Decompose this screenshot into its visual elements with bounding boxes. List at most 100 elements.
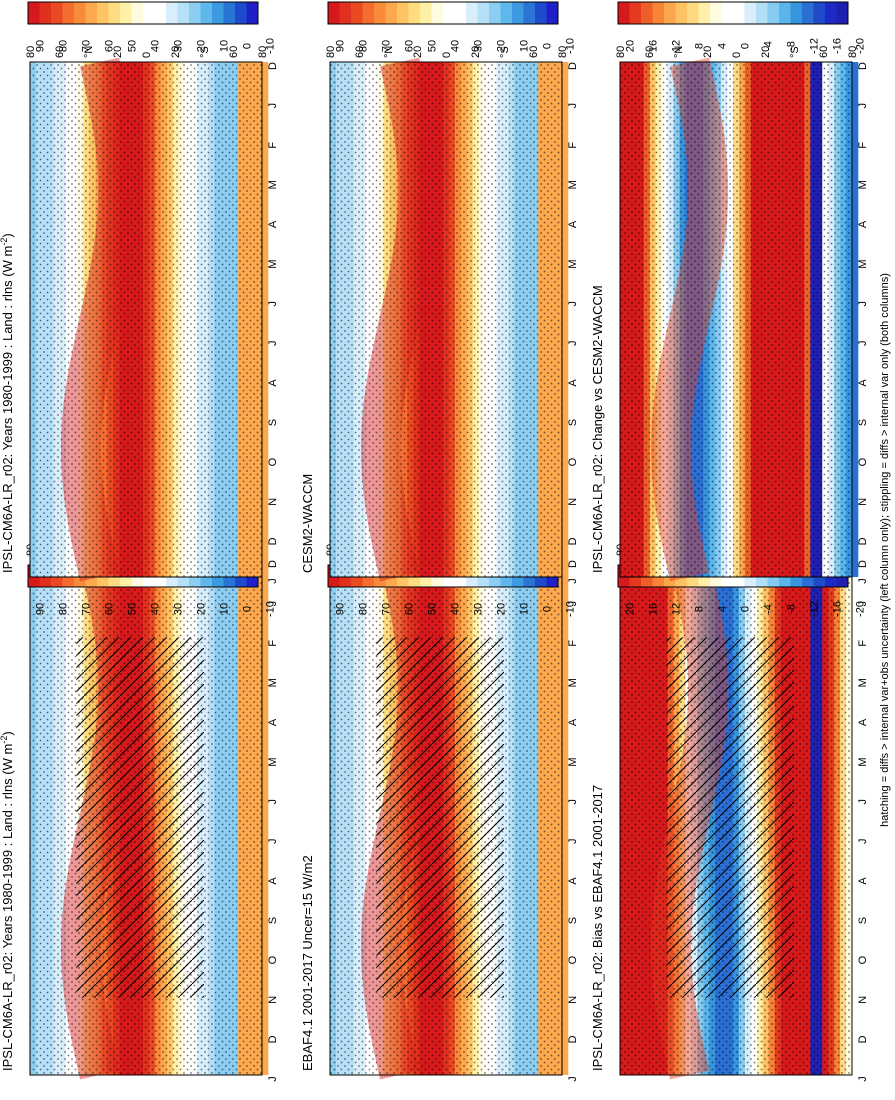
colorbar-frame (27, 1, 259, 25)
colorbar-cell (431, 2, 444, 24)
colorbar-cell (443, 2, 455, 24)
colorbar-cell (652, 2, 665, 24)
month-tick-label: D (267, 560, 279, 568)
colorbar-tick-label: 4 (717, 43, 729, 49)
month-tick-label: A (567, 718, 579, 726)
lat-tick-label: 0 (441, 52, 453, 58)
month-tick-label: A (857, 379, 869, 387)
panel-title: CESM2-WACCM (300, 474, 315, 573)
month-tick-label: S (267, 419, 279, 426)
month-tick-label: F (857, 640, 869, 647)
month-tick-label: A (857, 220, 869, 228)
colorbar-cell (813, 2, 826, 24)
lat-tick-label: 80 (325, 46, 337, 58)
lat-tick-label: °S (789, 46, 801, 58)
colorbar-cell (39, 2, 52, 24)
colorbar-cell (664, 2, 676, 24)
month-tick-label: J (267, 839, 279, 845)
colorbar-tick-label: 90 (35, 40, 47, 52)
colorbar-tick-label: -4 (763, 604, 775, 614)
colorbar-tick-label: 50 (427, 603, 439, 615)
colorbar-tick-label: 40 (150, 40, 162, 52)
colorbar-tick-label: 80 (358, 603, 370, 615)
colorbar-tick-label: 80 (58, 40, 70, 52)
colorbar-cell (477, 2, 490, 24)
colorbar-cell (154, 2, 167, 24)
month-tick-label: F (567, 142, 579, 149)
colorbar-cell (698, 2, 711, 24)
colorbar-tick-label: 20 (496, 40, 508, 52)
colorbar-cell (535, 2, 547, 24)
colorbar-cell (454, 2, 467, 24)
month-tick-label: A (267, 877, 279, 885)
colorbar-cell (825, 2, 837, 24)
month-tick-label: M (857, 678, 869, 687)
lat-tick-label: 20 (170, 46, 182, 58)
plot-frame (329, 61, 563, 578)
colorbar-cell (328, 2, 340, 24)
month-tick-label: A (567, 220, 579, 228)
colorbar-tick-label: 10 (219, 603, 231, 615)
month-tick-label: F (567, 640, 579, 647)
colorbar-tick-label: -16 (832, 38, 844, 54)
colorbar-tick-label: 50 (127, 40, 139, 52)
month-tick-label: M (267, 180, 279, 189)
month-tick-label: F (267, 142, 279, 149)
month-tick-label: S (857, 419, 869, 426)
lat-tick-label: 60 (354, 46, 366, 58)
colorbar-tick-label: 70 (81, 603, 93, 615)
panel-title: IPSL-CM6A-LR_r02: Bias vs EBAF4.1 2001-2… (590, 785, 605, 1071)
heat-band (852, 62, 859, 577)
month-tick-label: D (857, 62, 869, 70)
month-tick-label: A (267, 220, 279, 228)
colorbar-cell (618, 2, 630, 24)
heat-band (852, 560, 859, 1075)
month-tick-label: D (567, 537, 579, 545)
colorbar-cell (500, 2, 513, 24)
lat-tick-label: °N (83, 46, 95, 58)
month-tick-label: S (567, 419, 579, 426)
month-tick-label: D (857, 1035, 869, 1043)
stippling (30, 62, 262, 577)
colorbar-tick-label: 80 (58, 603, 70, 615)
month-tick-label: M (857, 259, 869, 268)
month-tick-label: S (857, 917, 869, 924)
lat-tick-label: 60 (818, 46, 830, 58)
colorbar-cell (120, 2, 132, 24)
panel-title: IPSL-CM6A-LR_r02: Change vs CESM2-WACCM (590, 285, 605, 573)
month-tick-label: M (567, 259, 579, 268)
heat-band (262, 62, 269, 577)
stippling (330, 62, 562, 577)
colorbar-cell (629, 2, 642, 24)
month-tick-label: J (267, 578, 279, 584)
colorbar-cell (374, 2, 386, 24)
colorbar-cell (397, 2, 409, 24)
month-tick-label: A (267, 379, 279, 387)
colorbar-tick-label: -10 (565, 38, 577, 54)
lat-tick-label: 80 (557, 46, 569, 58)
colorbar-cell (408, 2, 421, 24)
month-tick-label: N (267, 498, 279, 506)
colorbar-tick-label: 4 (717, 606, 729, 612)
colorbar-cell (85, 2, 98, 24)
colorbar-tick-label: 10 (219, 40, 231, 52)
colorbar-tick-label: 50 (427, 40, 439, 52)
colorbar-tick-label: 10 (519, 603, 531, 615)
colorbar-cell (166, 2, 178, 24)
month-tick-label: J (567, 301, 579, 307)
colorbar-cell (512, 2, 524, 24)
colorbar-tick-label: 30 (473, 40, 485, 52)
colorbar-cell (200, 2, 213, 24)
lat-tick-label: 60 (54, 46, 66, 58)
colorbar-tick-label: 90 (335, 603, 347, 615)
month-tick-label: D (567, 62, 579, 70)
colorbar-tick-label: 20 (196, 603, 208, 615)
colorbar-tick-label: 0 (242, 606, 254, 612)
lat-tick-label: 20 (760, 46, 772, 58)
colorbar-cell (802, 2, 814, 24)
colorbar-tick-label: 30 (173, 40, 185, 52)
month-tick-label: J (567, 601, 579, 607)
colorbar-tick-label: -8 (786, 41, 798, 51)
